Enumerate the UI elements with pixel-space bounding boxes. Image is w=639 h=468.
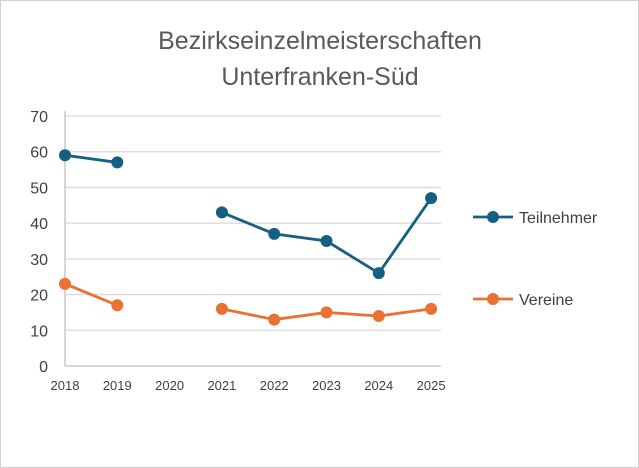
legend-marker-teilnehmer	[487, 211, 499, 223]
data-point-teilnehmer	[111, 156, 124, 169]
data-point-vereine	[425, 302, 438, 315]
data-point-teilnehmer	[268, 227, 281, 240]
x-tick-label: 2021	[207, 378, 236, 393]
x-tick-label: 2020	[155, 378, 184, 393]
data-point-vereine	[320, 306, 333, 319]
data-point-vereine	[372, 310, 385, 322]
legend-marker-vereine	[487, 293, 499, 305]
data-point-vereine	[111, 299, 124, 312]
y-tick-label: 60	[30, 145, 48, 162]
legend-label-teilnehmer: Teilnehmer	[519, 210, 598, 227]
x-tick-label: 2023	[312, 378, 341, 393]
x-tick-label: 2018	[51, 378, 80, 393]
data-point-teilnehmer	[425, 192, 438, 205]
y-tick-label: 0	[39, 359, 48, 376]
y-tick-label: 10	[30, 323, 48, 340]
chart-title-line-2: Unterfranken-Süd	[221, 63, 418, 91]
data-point-vereine	[59, 277, 71, 290]
x-tick-label: 2025	[417, 378, 446, 393]
y-tick-label: 40	[30, 216, 48, 233]
y-tick-label: 50	[30, 180, 48, 197]
data-point-vereine	[268, 313, 281, 326]
data-point-teilnehmer	[59, 149, 71, 162]
data-point-vereine	[215, 302, 228, 315]
y-tick-label: 20	[30, 288, 48, 305]
series-line-teilnehmer	[64, 153, 118, 164]
series-line-vereine	[64, 282, 118, 307]
data-point-teilnehmer	[215, 206, 228, 219]
x-tick-label: 2022	[260, 378, 289, 393]
x-tick-label: 2024	[364, 378, 393, 393]
chart-title-line-1: Bezirkseinzelmeisterschaften	[158, 27, 482, 55]
y-tick-label: 70	[30, 109, 48, 126]
y-tick-label: 30	[30, 252, 48, 269]
x-tick-label: 2019	[103, 378, 132, 393]
legend-label-vereine: Vereine	[519, 292, 573, 309]
data-point-teilnehmer	[320, 235, 333, 247]
data-point-teilnehmer	[372, 267, 385, 280]
